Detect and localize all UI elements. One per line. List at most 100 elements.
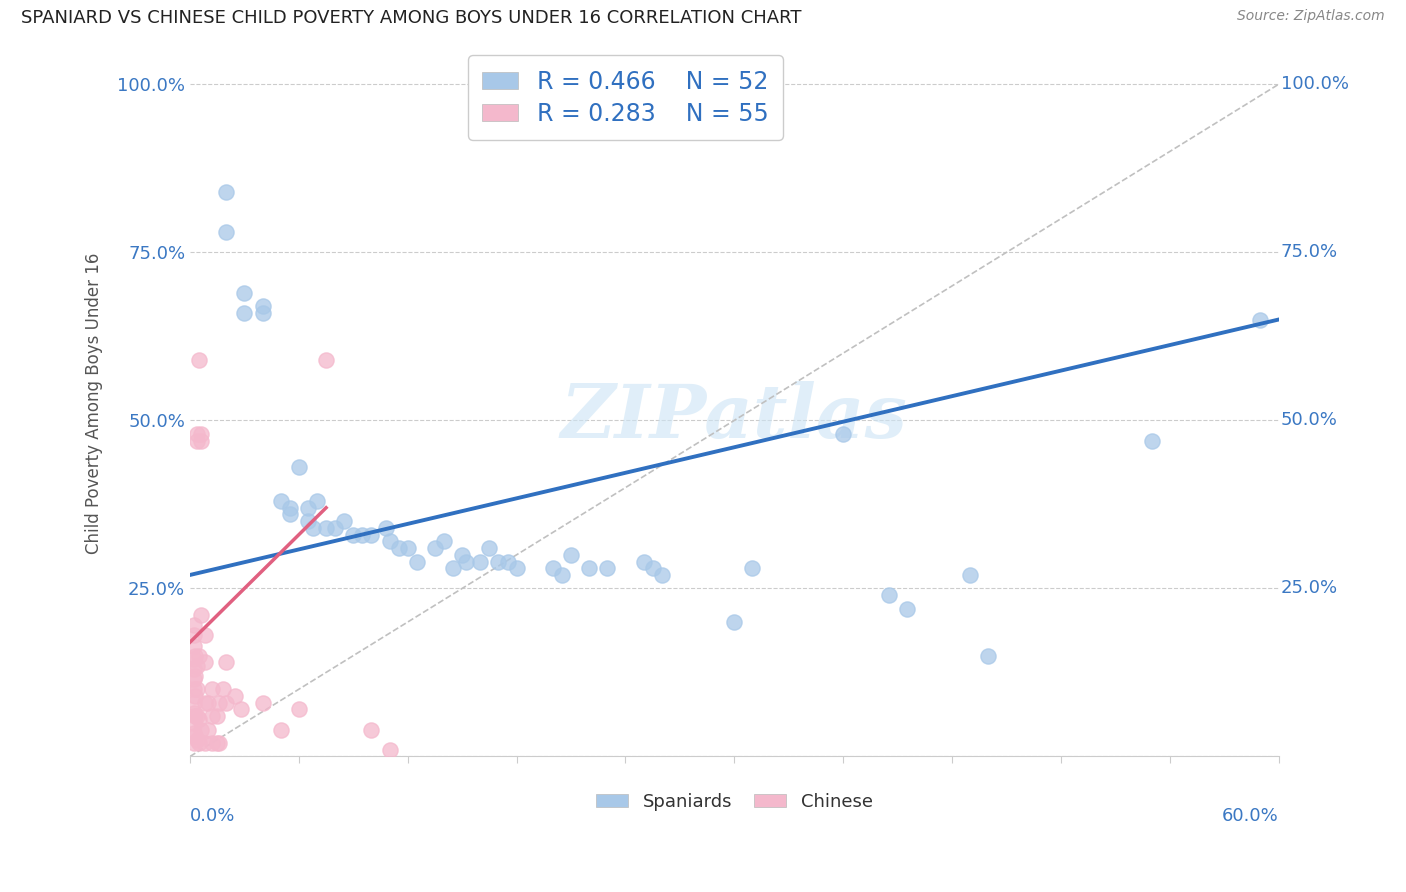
Point xyxy=(183,618,205,632)
Text: 100.0%: 100.0% xyxy=(1281,75,1348,94)
Point xyxy=(1140,434,1163,448)
Text: 25.0%: 25.0% xyxy=(1281,580,1339,598)
Point xyxy=(188,352,211,367)
Point xyxy=(208,736,231,750)
Point xyxy=(193,628,215,642)
Point xyxy=(451,548,474,562)
Point xyxy=(470,554,492,568)
Point xyxy=(596,561,619,575)
Point xyxy=(188,736,211,750)
Point xyxy=(651,568,673,582)
Point xyxy=(270,723,292,737)
Point xyxy=(396,541,419,555)
Point xyxy=(183,736,205,750)
Point xyxy=(201,709,224,723)
Point xyxy=(193,656,215,670)
Point xyxy=(207,709,229,723)
Point xyxy=(233,306,256,320)
Point xyxy=(183,639,205,653)
Point xyxy=(360,527,382,541)
Point xyxy=(188,713,211,727)
Point xyxy=(1250,312,1272,326)
Point xyxy=(578,561,600,575)
Point xyxy=(342,527,364,541)
Point xyxy=(270,494,292,508)
Point xyxy=(315,521,337,535)
Point xyxy=(190,608,212,623)
Point xyxy=(183,726,205,740)
Point xyxy=(378,534,401,549)
Y-axis label: Child Poverty Among Boys Under 16: Child Poverty Among Boys Under 16 xyxy=(86,252,103,554)
Point xyxy=(323,521,346,535)
Point xyxy=(193,696,215,710)
Point xyxy=(193,736,215,750)
Point xyxy=(741,561,763,575)
Point xyxy=(378,742,401,756)
Point xyxy=(496,554,519,568)
Text: 50.0%: 50.0% xyxy=(1281,411,1337,429)
Point xyxy=(305,494,328,508)
Point xyxy=(183,672,205,686)
Point xyxy=(288,460,311,475)
Point xyxy=(977,648,1000,663)
Point xyxy=(215,185,238,199)
Point xyxy=(551,568,574,582)
Point xyxy=(207,736,229,750)
Point xyxy=(224,689,246,703)
Point xyxy=(388,541,411,555)
Point xyxy=(184,729,207,743)
Point xyxy=(186,658,208,673)
Point xyxy=(333,514,356,528)
Point xyxy=(190,434,212,448)
Point xyxy=(188,648,211,663)
Point xyxy=(183,696,205,710)
Point xyxy=(405,554,427,568)
Point xyxy=(288,702,311,716)
Text: ZIPatlas: ZIPatlas xyxy=(561,382,908,454)
Point xyxy=(201,736,224,750)
Point xyxy=(184,689,207,703)
Point xyxy=(208,696,231,710)
Point xyxy=(186,709,208,723)
Legend: Spaniards, Chinese: Spaniards, Chinese xyxy=(589,786,880,818)
Point xyxy=(278,500,301,515)
Text: 60.0%: 60.0% xyxy=(1222,807,1278,825)
Point xyxy=(352,527,374,541)
Point xyxy=(441,561,464,575)
Point xyxy=(297,500,319,515)
Point xyxy=(183,715,205,730)
Text: 75.0%: 75.0% xyxy=(1281,244,1339,261)
Point xyxy=(229,702,252,716)
Point xyxy=(541,561,564,575)
Point xyxy=(183,682,205,697)
Point xyxy=(302,521,325,535)
Point xyxy=(186,732,208,747)
Point xyxy=(633,554,655,568)
Point xyxy=(959,568,981,582)
Point xyxy=(877,588,900,602)
Point xyxy=(641,561,664,575)
Text: Source: ZipAtlas.com: Source: ZipAtlas.com xyxy=(1237,9,1385,23)
Point xyxy=(433,534,456,549)
Point xyxy=(215,656,238,670)
Point xyxy=(184,648,207,663)
Point xyxy=(488,554,510,568)
Point xyxy=(201,682,224,697)
Point xyxy=(278,508,301,522)
Point xyxy=(252,299,274,313)
Point xyxy=(186,682,208,697)
Point xyxy=(252,696,274,710)
Point xyxy=(478,541,501,555)
Point xyxy=(211,682,233,697)
Point xyxy=(505,561,527,575)
Point xyxy=(197,723,219,737)
Text: SPANIARD VS CHINESE CHILD POVERTY AMONG BOYS UNDER 16 CORRELATION CHART: SPANIARD VS CHINESE CHILD POVERTY AMONG … xyxy=(21,9,801,27)
Point xyxy=(190,426,212,441)
Point xyxy=(183,652,205,666)
Point xyxy=(183,706,205,720)
Point xyxy=(832,426,855,441)
Point xyxy=(315,352,337,367)
Point xyxy=(186,426,208,441)
Point xyxy=(560,548,582,562)
Point xyxy=(423,541,446,555)
